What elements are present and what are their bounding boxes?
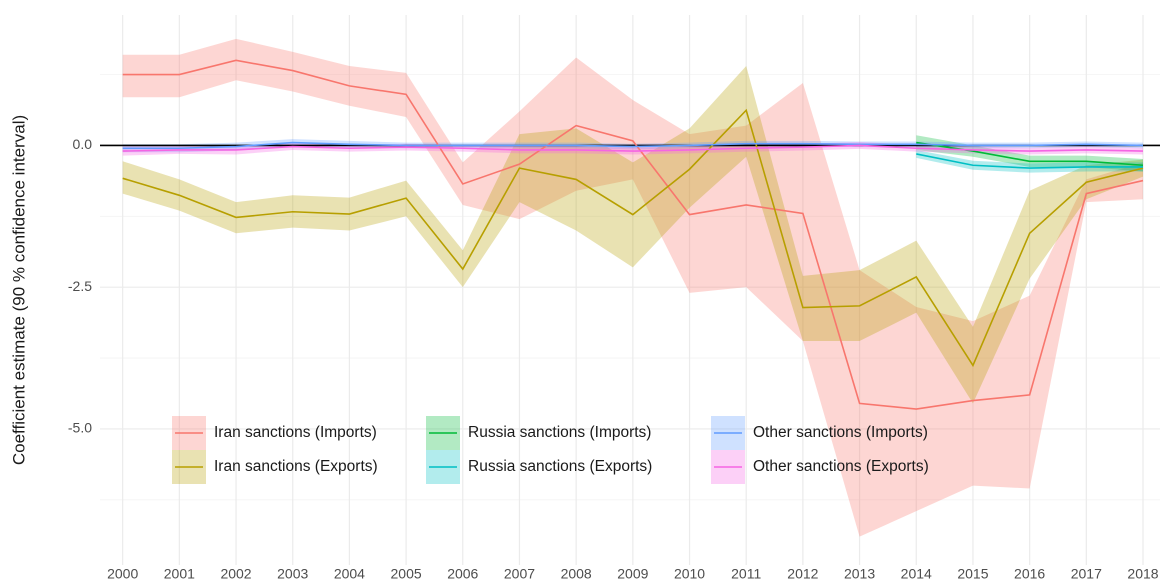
legend-label: Russia sanctions (Exports) [468,458,652,475]
x-tick-label: 2002 [220,566,251,582]
x-tick-label: 2003 [277,566,308,582]
x-tick-label: 2014 [901,566,932,582]
x-tick-label: 2013 [844,566,875,582]
ribbon [916,135,1143,172]
x-tick-label: 2008 [561,566,592,582]
legend-label: Iran sanctions (Imports) [214,424,377,441]
line [122,108,1144,368]
x-tick-label: 2016 [1014,566,1045,582]
line [122,59,1144,410]
x-tick-label: 2009 [617,566,648,582]
x-tick-label: 2000 [107,566,138,582]
x-tick-label: 2015 [957,566,988,582]
x-tick-label: 2011 [731,566,761,582]
x-tick-label: 2012 [787,566,818,582]
y-tick-label: 0.0 [73,136,93,152]
line [916,141,1144,167]
line [122,144,1144,152]
y-tick-label: -2.5 [68,278,92,294]
line [916,153,1143,169]
x-tick-label: 2005 [391,566,422,582]
x-tick-label: 2004 [334,566,365,582]
legend-label: Iran sanctions (Exports) [214,458,378,475]
x-tick-label: 2001 [164,566,195,582]
legend-label: Other sanctions (Exports) [753,458,929,475]
ribbon [122,38,1143,537]
legend-label: Other sanctions (Imports) [753,424,928,441]
legend-label: Russia sanctions (Imports) [468,424,651,441]
ribbon [122,66,1143,404]
line [122,141,1144,150]
x-tick-label: 2017 [1071,566,1102,582]
x-tick-label: 2010 [674,566,705,582]
y-axis-label: Coefficient estimate (90 % confidence in… [9,115,28,465]
x-tick-label: 2018 [1127,566,1158,582]
y-tick-label: -5.0 [68,420,92,436]
x-tick-label: 2006 [447,566,478,582]
x-tick-label: 2007 [504,566,535,582]
